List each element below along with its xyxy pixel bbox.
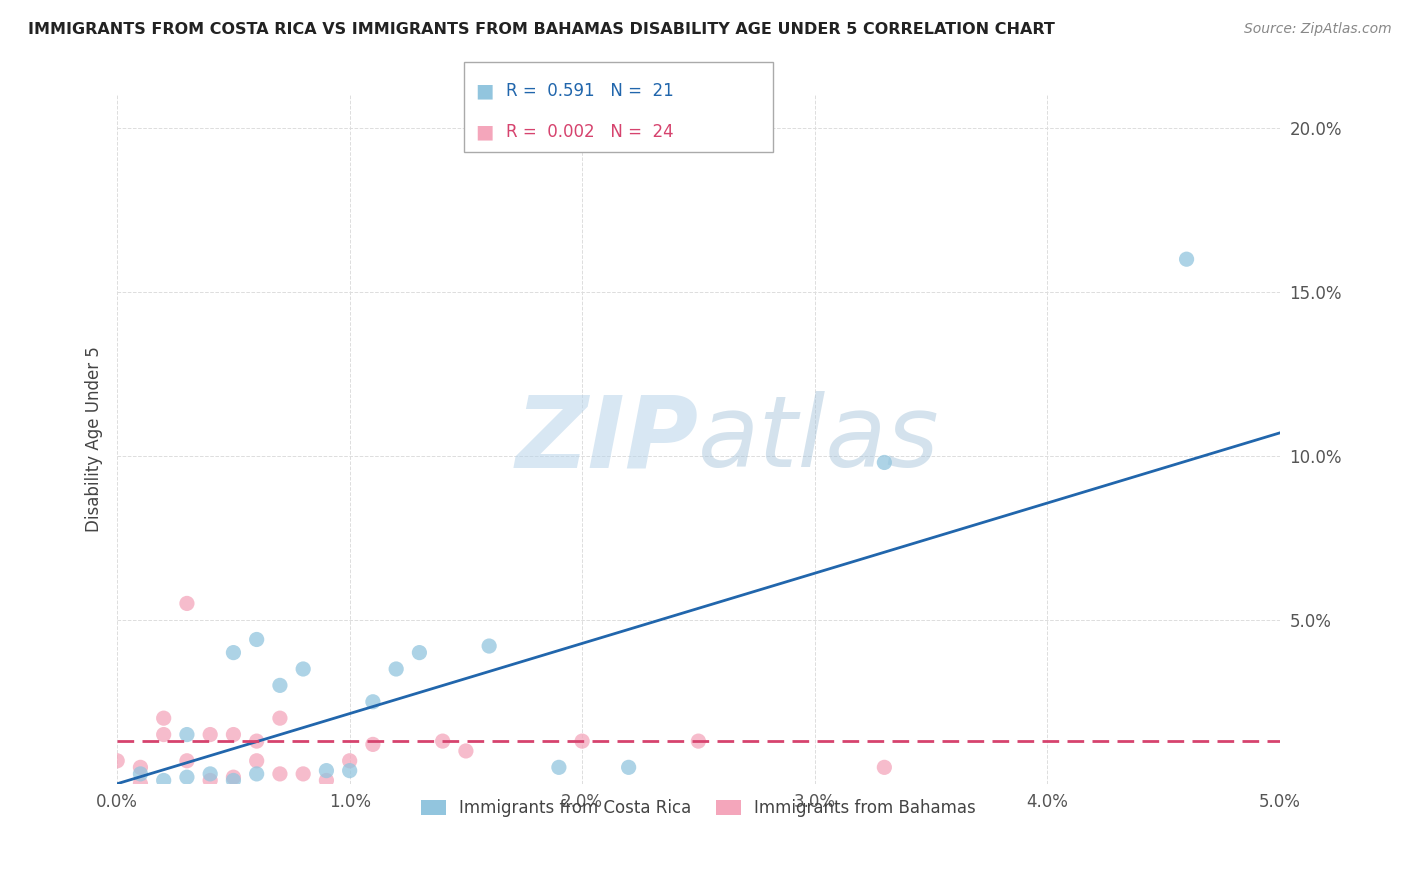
Point [129, 767, 152, 781]
Point [269, 767, 291, 781]
Text: ■: ■ [475, 122, 494, 142]
Point [246, 767, 269, 781]
Text: ZIP: ZIP [516, 391, 699, 488]
Point [1175, 252, 1198, 267]
Point [617, 760, 640, 774]
Point [688, 734, 710, 748]
Point [222, 770, 245, 784]
Point [408, 646, 430, 660]
Point [454, 744, 477, 758]
Point [361, 695, 384, 709]
Text: IMMIGRANTS FROM COSTA RICA VS IMMIGRANTS FROM BAHAMAS DISABILITY AGE UNDER 5 COR: IMMIGRANTS FROM COSTA RICA VS IMMIGRANTS… [28, 22, 1054, 37]
Point [432, 734, 454, 748]
Point [292, 662, 315, 676]
Text: ■: ■ [475, 81, 494, 101]
Point [105, 754, 128, 768]
Point [152, 711, 174, 725]
Legend: Immigrants from Costa Rica, Immigrants from Bahamas: Immigrants from Costa Rica, Immigrants f… [413, 792, 983, 823]
Point [222, 773, 245, 788]
Point [246, 754, 269, 768]
Point [222, 727, 245, 741]
Point [246, 632, 269, 647]
Text: R =  0.002   N =  24: R = 0.002 N = 24 [506, 123, 673, 141]
Point [361, 738, 384, 752]
Point [548, 760, 571, 774]
Point [176, 754, 198, 768]
Point [198, 773, 221, 788]
Point [222, 646, 245, 660]
Point [339, 764, 361, 778]
Point [152, 727, 174, 741]
Point [246, 734, 269, 748]
Text: R =  0.591   N =  21: R = 0.591 N = 21 [506, 82, 673, 100]
Point [176, 596, 198, 610]
Point [292, 767, 315, 781]
Text: Source: ZipAtlas.com: Source: ZipAtlas.com [1244, 22, 1392, 37]
Point [478, 639, 501, 653]
Point [315, 773, 337, 788]
Point [198, 767, 221, 781]
Text: atlas: atlas [699, 391, 941, 488]
Point [339, 754, 361, 768]
Point [873, 760, 896, 774]
Point [571, 734, 593, 748]
Point [176, 770, 198, 784]
Point [315, 764, 337, 778]
Point [198, 727, 221, 741]
Point [873, 455, 896, 469]
Point [269, 678, 291, 692]
Point [176, 727, 198, 741]
Point [269, 711, 291, 725]
Point [385, 662, 408, 676]
Point [152, 773, 174, 788]
Point [129, 760, 152, 774]
Y-axis label: Disability Age Under 5: Disability Age Under 5 [86, 347, 103, 533]
Point [129, 777, 152, 791]
